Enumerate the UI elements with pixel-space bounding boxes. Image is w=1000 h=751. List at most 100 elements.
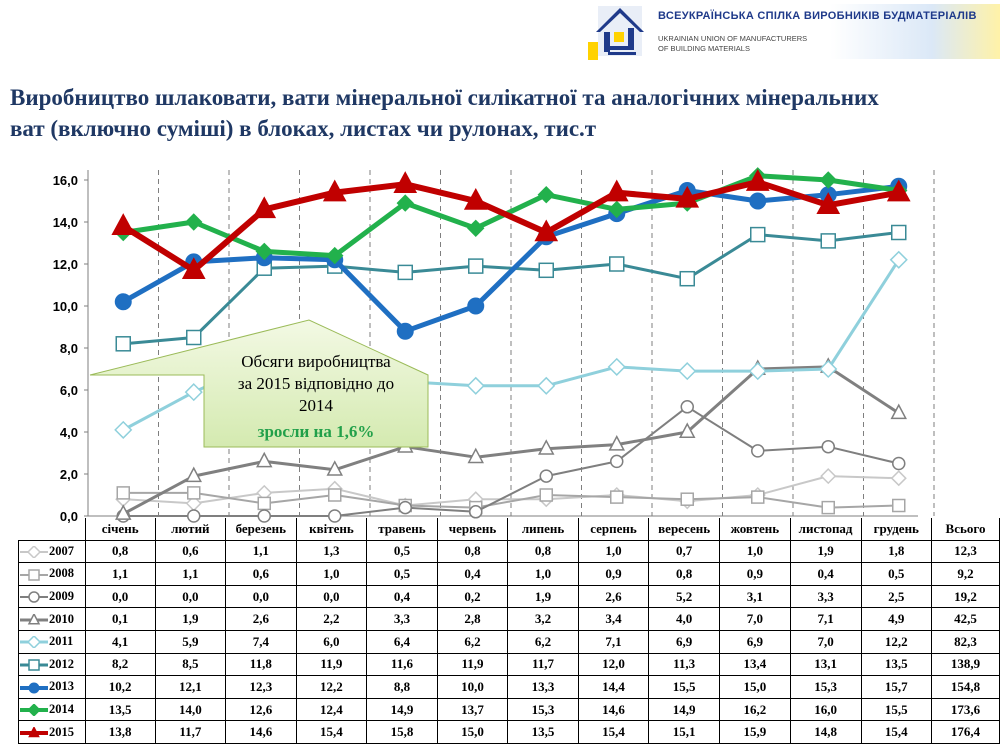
table-cell: 14,9 [366, 697, 438, 722]
table-cell: 0,5 [860, 562, 933, 586]
table-cell: 1,8 [860, 539, 933, 564]
data-point-2011 [748, 362, 767, 381]
table-row: 2009 0,0 0,0 0,0 0,0 0,4 0,2 1,9 2,6 5,2 3,1 3,3 2,5… [18, 584, 1000, 609]
callout-line-2: за 2015 відповідно до [238, 374, 394, 393]
table-cell: 15,0 [719, 675, 791, 699]
row-label: 2014 [18, 697, 86, 722]
table-cell-total: 138,9 [931, 652, 1000, 677]
table-cell: 7,0 [789, 629, 862, 654]
table-cell: 13,7 [436, 697, 509, 722]
table-cell: 15,9 [719, 720, 791, 744]
table-cell: 12,2 [860, 629, 933, 654]
table-cell: 11,9 [295, 652, 368, 677]
data-point-2008 [539, 488, 553, 502]
data-point-2008 [821, 500, 835, 515]
table-cell: 0,9 [577, 562, 650, 586]
table-cell: 15,7 [860, 675, 933, 699]
data-point-2015 [111, 213, 136, 235]
header-logo [585, 0, 1000, 62]
y-tick-label: 2,0 [60, 467, 78, 482]
data-point-2007 [890, 470, 907, 487]
table-cell: 11,7 [507, 652, 579, 677]
table-cell: 0,4 [789, 562, 862, 586]
table-cell: 3,3 [366, 607, 438, 631]
row-label: 2010 [18, 607, 86, 631]
data-point-2009 [751, 444, 765, 458]
table-cell: 8,5 [154, 652, 226, 677]
column-header: грудень [860, 518, 933, 541]
table-cell: 0,5 [366, 562, 438, 586]
table-cell: 0,0 [224, 584, 297, 609]
table-cell: 0,8 [648, 562, 721, 586]
table-cell: 5,9 [154, 629, 226, 654]
table-cell: 14,9 [648, 697, 721, 722]
table-cell-total: 19,2 [931, 584, 1000, 609]
table-cell: 2,5 [860, 584, 933, 609]
data-point-2010 [467, 447, 484, 464]
table-row: 2012 8,2 8,5 11,8 11,9 11,6 11,9 11,7 12,0 11,3 13… [18, 652, 1000, 677]
data-point-2015 [816, 192, 841, 214]
data-point-2012 [115, 336, 131, 352]
data-point-2010 [256, 451, 273, 468]
row-label: 2009 [18, 584, 86, 609]
table-cell: 4,9 [860, 607, 933, 631]
data-point-2009 [821, 439, 835, 454]
data-point-2007 [820, 468, 837, 485]
table-cell: 3,3 [789, 584, 862, 609]
table-cell: 15,3 [507, 697, 579, 722]
legend-marker [28, 725, 40, 738]
legend-marker-icon [20, 612, 48, 625]
table-cell: 15,4 [295, 720, 368, 744]
table-cell: 6,2 [436, 629, 509, 654]
row-label: 2007 [18, 539, 86, 564]
table-cell: 6,2 [507, 629, 579, 654]
table-cell: 2,2 [295, 607, 368, 631]
data-point-2012 [750, 226, 766, 243]
series-name: 2010 [49, 611, 74, 626]
legend-marker [27, 703, 41, 717]
data-point-2008 [892, 498, 906, 513]
table-cell: 6,4 [366, 629, 438, 654]
data-point-2012 [891, 224, 907, 241]
data-point-2011 [889, 250, 908, 269]
table-cell-total: 12,3 [931, 539, 1000, 564]
table-cell: 13,3 [507, 675, 579, 699]
legend-marker [28, 568, 40, 581]
table-cell: 12,4 [295, 697, 368, 722]
org-name-en-line2: OF BUILDING MATERIALS [658, 44, 750, 53]
data-point-2015 [745, 169, 770, 191]
table-cell: 0,6 [224, 562, 297, 586]
table-cell: 1,0 [577, 539, 650, 564]
table-cell: 10,0 [436, 675, 509, 699]
column-header-total: Всього [931, 518, 1000, 541]
y-tick-label: 12,0 [53, 257, 78, 272]
y-tick-label: 6,0 [60, 383, 78, 398]
data-point-2014 [255, 242, 273, 261]
y-tick-label: 10,0 [53, 299, 78, 314]
row-label: 2013 [18, 675, 86, 699]
data-point-2008 [257, 496, 271, 511]
table-cell: 3,1 [719, 584, 791, 609]
legend-marker [26, 544, 42, 560]
y-tick-label: 8,0 [60, 341, 78, 356]
table-cell: 16,2 [719, 697, 791, 722]
data-point-2010 [608, 434, 625, 451]
callout-line-1: Обсяги виробництва [241, 352, 391, 371]
table-cell: 8,2 [84, 652, 156, 677]
data-point-2014 [819, 171, 837, 189]
table-cell: 7,1 [789, 607, 862, 631]
table-cell: 5,2 [648, 584, 721, 609]
table-cell: 13,5 [860, 652, 933, 677]
legend-marker-icon [20, 635, 48, 650]
chart-grid [158, 170, 935, 516]
table-cell: 11,8 [224, 652, 297, 677]
table-cell: 0,4 [436, 562, 509, 586]
table-cell: 0,9 [719, 562, 791, 586]
data-point-2015 [393, 171, 418, 193]
data-point-2009 [892, 456, 906, 471]
data-point-2012 [609, 256, 625, 272]
table-cell: 15,4 [577, 720, 650, 744]
table-cell: 14,4 [577, 675, 650, 699]
table-cell: 0,8 [507, 539, 579, 564]
data-point-2014 [467, 219, 485, 238]
